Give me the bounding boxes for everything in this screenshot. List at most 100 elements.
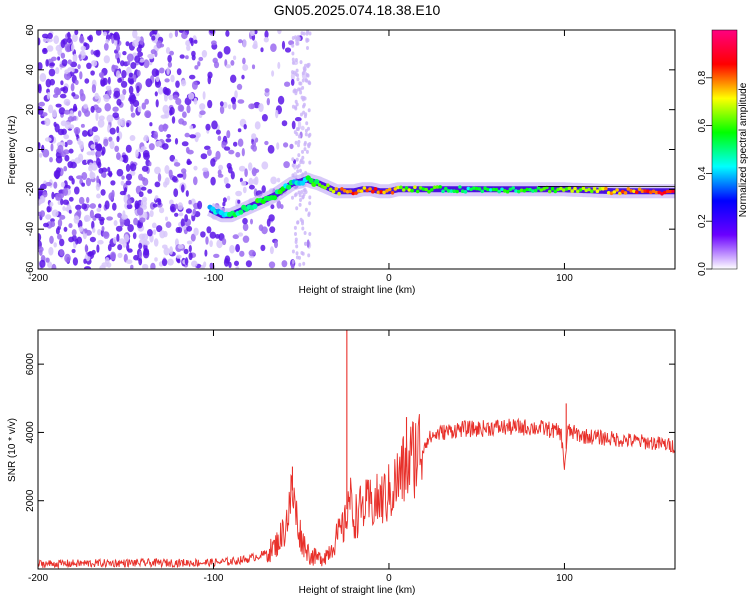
snr-plot-area	[38, 330, 675, 569]
noise-blob	[140, 199, 147, 208]
noise-blob	[157, 86, 164, 95]
noise-blob	[248, 249, 256, 257]
noise-blob	[100, 79, 106, 87]
carrier-point	[488, 188, 493, 192]
noise-blob	[143, 59, 150, 69]
noise-blob	[251, 167, 257, 177]
noise-blob	[283, 142, 289, 148]
noise-blob	[181, 225, 187, 230]
x-tick-label: 0	[386, 273, 392, 284]
carrier-point	[480, 189, 485, 194]
carrier-point	[458, 185, 462, 189]
noise-blob	[304, 132, 308, 137]
noise-blob	[106, 114, 114, 123]
y-tick-label: 6000	[25, 353, 36, 376]
noise-blob	[183, 248, 189, 255]
snr-axes: -200 -100 0 100 2000 4000 6000	[25, 330, 675, 584]
noise-blob	[55, 155, 63, 164]
noise-blob	[307, 133, 311, 138]
noise-blob	[148, 161, 152, 167]
noise-blob	[179, 54, 185, 59]
colorbar-tick-label: 0.6	[697, 118, 708, 132]
noise-blob	[73, 215, 80, 224]
noise-blob	[302, 66, 306, 71]
carrier-point	[663, 190, 667, 195]
noise-blob	[237, 128, 242, 133]
noise-blob	[39, 73, 47, 82]
noise-blob	[237, 99, 245, 104]
carrier-point	[531, 189, 535, 193]
noise-blob	[169, 246, 174, 255]
noise-blob	[301, 78, 305, 83]
noise-blob	[153, 131, 159, 140]
noise-blob	[295, 157, 299, 162]
noise-blob	[38, 37, 41, 46]
noise-blob	[60, 151, 66, 158]
carrier-point	[387, 187, 392, 192]
carrier-point	[441, 189, 445, 194]
noise-blob	[110, 251, 116, 261]
noise-blob	[297, 190, 301, 195]
carrier-point	[553, 189, 558, 194]
noise-blob	[139, 58, 145, 63]
noise-blob	[133, 217, 139, 226]
noise-blob	[154, 166, 161, 175]
noise-blob	[46, 45, 54, 52]
noise-blob	[147, 53, 154, 59]
x-tick-label: -200	[28, 273, 48, 284]
carrier-point	[385, 189, 389, 193]
noise-blob	[193, 227, 199, 236]
noise-blob	[67, 161, 74, 169]
noise-blob	[74, 79, 79, 85]
noise-blob	[59, 214, 66, 220]
noise-blob	[291, 163, 295, 168]
noise-blob	[138, 257, 143, 266]
noise-blob	[53, 35, 60, 45]
noise-blob	[71, 92, 76, 97]
y-tick-label: 40	[25, 64, 36, 76]
carrier-point	[413, 185, 417, 189]
noise-blob	[108, 170, 113, 178]
carrier-point	[410, 188, 414, 193]
noise-blob	[232, 234, 239, 240]
carrier-point	[514, 189, 518, 193]
noise-blob	[223, 46, 231, 55]
noise-blob	[290, 72, 295, 81]
noise-blob	[225, 30, 230, 37]
noise-blob	[248, 184, 255, 190]
noise-blob	[64, 43, 72, 53]
noise-blob	[61, 59, 68, 67]
noise-blob	[116, 126, 120, 134]
noise-blob	[67, 116, 75, 122]
noise-blob	[242, 223, 249, 232]
noise-blob	[240, 180, 247, 187]
noise-blob	[233, 55, 237, 61]
noise-blob	[127, 248, 133, 253]
x-tick-label: 100	[556, 273, 573, 284]
noise-blob	[66, 37, 72, 44]
y-tick-label: 2000	[25, 489, 36, 512]
noise-blob	[143, 211, 148, 220]
noise-blob	[290, 78, 295, 86]
carrier-point	[556, 187, 560, 192]
noise-blob	[144, 110, 152, 118]
noise-blob	[188, 92, 195, 100]
carrier-point	[519, 188, 524, 193]
noise-blob	[38, 101, 45, 107]
noise-blob	[116, 233, 120, 242]
noise-blob	[80, 45, 87, 51]
carrier-point	[320, 184, 325, 189]
noise-blob	[175, 98, 182, 105]
y-tick-label: -60	[25, 261, 36, 276]
noise-blob	[186, 104, 191, 114]
carrier-point	[542, 187, 546, 191]
y-tick-label: -20	[25, 182, 36, 197]
carrier-point	[584, 188, 588, 193]
noise-blob	[301, 221, 304, 226]
noise-blob	[299, 198, 302, 202]
x-tick-label: -100	[203, 573, 223, 584]
noise-blob	[83, 103, 88, 109]
noise-blob	[84, 244, 88, 253]
noise-blob	[296, 165, 299, 169]
carrier-point	[567, 186, 572, 190]
